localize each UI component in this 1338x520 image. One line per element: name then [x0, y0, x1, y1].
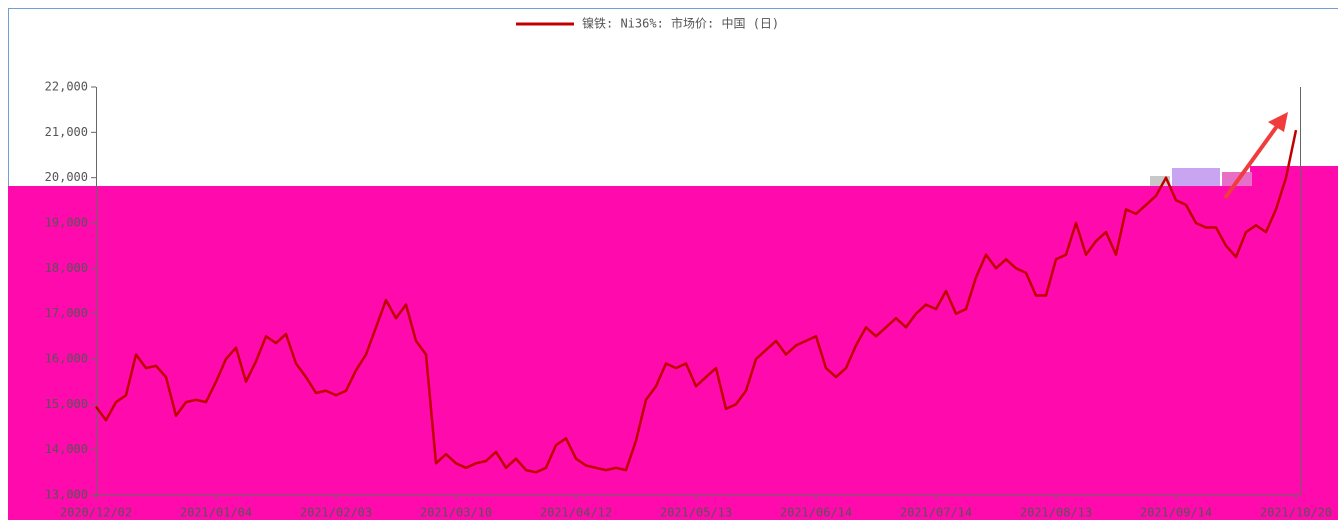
x-tick-label: 2021/03/10 [420, 506, 492, 520]
x-tick-label: 2021/05/13 [660, 506, 732, 520]
x-tick-label: 2021/02/03 [300, 506, 372, 520]
y-tick-label: 20,000 [45, 170, 88, 184]
legend-label: 镍铁: Ni36%: 市场价: 中国 (日) [582, 16, 779, 31]
x-tick-label: 2021/04/12 [540, 506, 612, 520]
x-tick-label: 2021/08/13 [1020, 506, 1092, 520]
x-tick-label: 2021/07/14 [900, 506, 972, 520]
x-tick-label: 2021/09/14 [1140, 506, 1212, 520]
y-tick-label: 21,000 [45, 125, 88, 139]
x-tick-label: 2020/12/02 [60, 506, 132, 520]
y-tick-label: 17,000 [45, 306, 88, 320]
y-tick-label: 19,000 [45, 216, 88, 230]
y-tick-label: 18,000 [45, 261, 88, 275]
arrow [1223, 120, 1282, 200]
x-tick-label: 2021/10/20 [1260, 506, 1332, 520]
overlay [8, 166, 1338, 520]
y-tick-label: 13,000 [45, 488, 88, 502]
y-tick-label: 15,000 [45, 397, 88, 411]
y-tick-label: 16,000 [45, 352, 88, 366]
x-tick-label: 2021/01/04 [180, 506, 252, 520]
arrow-head [1268, 112, 1288, 132]
y-tick-label: 22,000 [45, 80, 88, 94]
artifact [1150, 168, 1252, 186]
line [94, 129, 1298, 474]
x-tick-label: 2021/06/14 [780, 506, 852, 520]
y-tick-label: 14,000 [45, 442, 88, 456]
